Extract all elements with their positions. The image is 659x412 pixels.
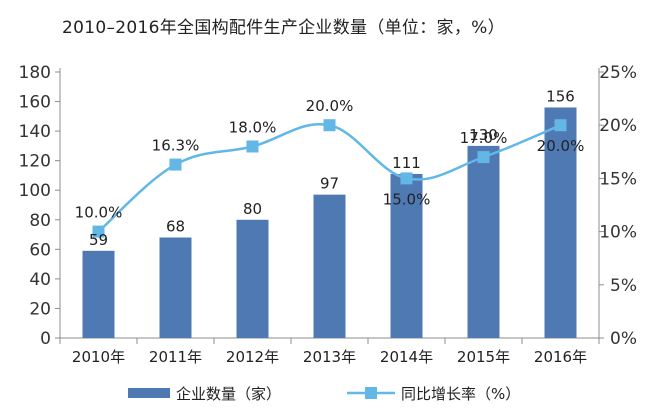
rate-marker: [477, 151, 490, 164]
axes: 0 20 40 60 80 100 120 140 160 180 0% 5% 10% 15% 20% 25%…: [19, 63, 637, 366]
bar-value-label: 80: [243, 200, 262, 218]
rate-value-label: 20.0%: [537, 137, 585, 155]
x-tick-label: 2014年: [380, 348, 433, 366]
x-tick-label: 2016年: [534, 348, 587, 366]
bar: [236, 219, 269, 338]
rate-value-label: 18.0%: [229, 118, 277, 136]
y-left-tick-label: 160: [19, 93, 51, 113]
rate-marker: [554, 119, 567, 132]
x-tick-label: 2011年: [149, 348, 202, 366]
rate-line: [92, 119, 567, 238]
y-right-tick-label: 15%: [599, 169, 637, 189]
y-left-tick-label: 180: [19, 63, 51, 83]
y-right-tick-label: 5%: [610, 276, 637, 296]
chart-title: 2010–2016年全国构配件生产企业数量（单位：家，%）: [62, 18, 505, 38]
y-right-tick-label: 0%: [610, 329, 637, 349]
y-left-tick-label: 60: [29, 240, 51, 260]
y-left-tick-label: 120: [19, 152, 51, 172]
bar-value-label: 156: [546, 87, 575, 105]
bar-value-label: 59: [89, 231, 108, 249]
bars: [82, 107, 577, 338]
x-tick-label: 2013年: [303, 348, 356, 366]
y-right-tick-label: 10%: [599, 223, 637, 243]
x-tick-label: 2015年: [457, 348, 510, 366]
y-left-tick-label: 0: [40, 329, 51, 349]
bar: [313, 194, 346, 338]
bar-value-label: 68: [166, 218, 185, 236]
rate-marker: [169, 158, 182, 171]
bar: [390, 173, 423, 338]
x-tick-label: 2010年: [72, 348, 125, 366]
y-right-tick-label: 25%: [599, 63, 637, 83]
bar: [467, 145, 500, 338]
bar: [159, 237, 192, 338]
data-labels: 59 68 80 97 111 130 156 10.0% 16.3% 18.0% 20.0% 15.…: [75, 87, 585, 248]
bar: [544, 107, 577, 338]
y-left-tick-label: 40: [29, 270, 51, 290]
legend-label: 同比增长率（%）: [401, 385, 520, 403]
rate-value-label: 16.3%: [152, 137, 200, 155]
rate-value-label: 20.0%: [306, 97, 354, 115]
legend-swatch-marker: [365, 387, 377, 399]
rate-marker: [246, 140, 259, 153]
bar-value-label: 97: [320, 175, 339, 193]
y-left-tick-label: 100: [19, 181, 51, 201]
rate-marker: [400, 172, 413, 185]
rate-value-label: 10.0%: [75, 204, 123, 222]
rate-marker: [323, 119, 336, 132]
bar-value-label: 111: [392, 154, 421, 172]
rate-value-label: 15.0%: [383, 190, 431, 208]
y-left-tick-label: 20: [29, 299, 51, 319]
rate-value-label: 17.0%: [460, 129, 508, 147]
x-tick-label: 2012年: [226, 348, 279, 366]
legend: 企业数量（家） 同比增长率（%）: [128, 385, 520, 403]
bar: [82, 250, 115, 338]
legend-label: 企业数量（家）: [176, 385, 281, 403]
y-left-tick-label: 140: [19, 122, 51, 142]
bar-value-label: 130: [469, 126, 498, 144]
rate-marker: [92, 225, 105, 238]
y-right-tick-label: 20%: [599, 116, 637, 136]
y-left-tick-label: 80: [29, 211, 51, 231]
legend-swatch-bar: [128, 388, 170, 398]
